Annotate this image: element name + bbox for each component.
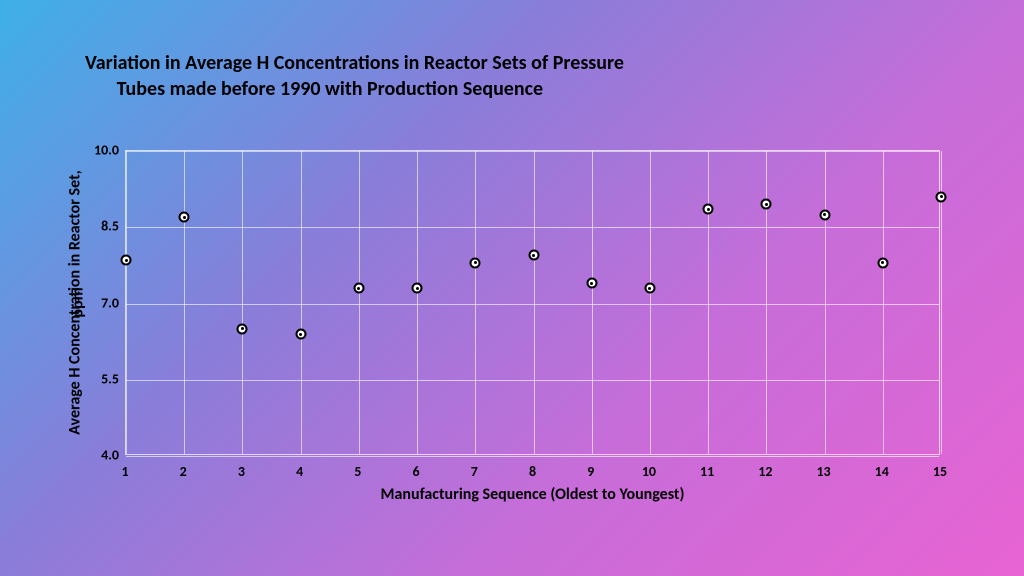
x-tick-label: 11 bbox=[700, 463, 714, 480]
grid-line-vertical bbox=[417, 151, 418, 454]
data-point bbox=[237, 323, 248, 334]
grid-line-vertical bbox=[242, 151, 243, 454]
grid-line-vertical bbox=[301, 151, 302, 454]
x-tick-label: 8 bbox=[529, 463, 536, 480]
data-point bbox=[121, 255, 132, 266]
grid-line-vertical bbox=[650, 151, 651, 454]
x-tick-label: 7 bbox=[471, 463, 478, 480]
grid-line-vertical bbox=[184, 151, 185, 454]
x-tick-label: 6 bbox=[413, 463, 420, 480]
grid-line-vertical bbox=[825, 151, 826, 454]
grid-line-vertical bbox=[592, 151, 593, 454]
plot-area bbox=[125, 150, 940, 455]
title-line-1: Variation in Average H Concentrations in… bbox=[85, 51, 624, 75]
grid-line-vertical bbox=[883, 151, 884, 454]
grid-line-horizontal bbox=[126, 304, 939, 305]
x-tick-label: 9 bbox=[587, 463, 594, 480]
grid-line-horizontal bbox=[126, 227, 939, 228]
grid-line-vertical bbox=[766, 151, 767, 454]
grid-line-vertical bbox=[126, 151, 127, 454]
data-point bbox=[295, 329, 306, 340]
grid-line-horizontal bbox=[126, 151, 939, 152]
grid-line-horizontal bbox=[126, 380, 939, 381]
grid-line-vertical bbox=[359, 151, 360, 454]
y-tick-label: 10.0 bbox=[85, 142, 119, 159]
grid-line-vertical bbox=[475, 151, 476, 454]
x-tick-label: 5 bbox=[354, 463, 361, 480]
y-axis-label-unit: ppm bbox=[69, 287, 88, 317]
data-point bbox=[586, 278, 597, 289]
grid-line-vertical bbox=[708, 151, 709, 454]
y-tick-label: 5.5 bbox=[85, 370, 119, 387]
data-point bbox=[644, 283, 655, 294]
data-point bbox=[819, 209, 830, 220]
data-point bbox=[703, 204, 714, 215]
data-point bbox=[936, 191, 947, 202]
y-tick-label: 4.0 bbox=[85, 447, 119, 464]
grid-line-horizontal bbox=[126, 456, 939, 457]
data-point bbox=[412, 283, 423, 294]
y-tick-label: 8.5 bbox=[85, 218, 119, 235]
x-tick-label: 3 bbox=[238, 463, 245, 480]
data-point bbox=[353, 283, 364, 294]
data-point bbox=[877, 257, 888, 268]
x-tick-label: 2 bbox=[180, 463, 187, 480]
x-tick-label: 12 bbox=[758, 463, 772, 480]
x-axis-label: Manufacturing Sequence (Oldest to Younge… bbox=[125, 485, 940, 504]
grid-line-vertical bbox=[534, 151, 535, 454]
x-tick-label: 10 bbox=[642, 463, 656, 480]
y-tick-label: 7.0 bbox=[85, 294, 119, 311]
data-point bbox=[179, 212, 190, 223]
data-point bbox=[761, 199, 772, 210]
x-tick-label: 1 bbox=[121, 463, 128, 480]
x-tick-label: 13 bbox=[816, 463, 830, 480]
title-line-2: Tubes made before 1990 with Production S… bbox=[117, 77, 543, 101]
chart-title: Variation in Average H Concentrations in… bbox=[85, 50, 624, 102]
data-point bbox=[470, 257, 481, 268]
data-point bbox=[528, 250, 539, 261]
x-tick-label: 15 bbox=[933, 463, 947, 480]
x-tick-label: 14 bbox=[875, 463, 889, 480]
x-tick-label: 4 bbox=[296, 463, 303, 480]
